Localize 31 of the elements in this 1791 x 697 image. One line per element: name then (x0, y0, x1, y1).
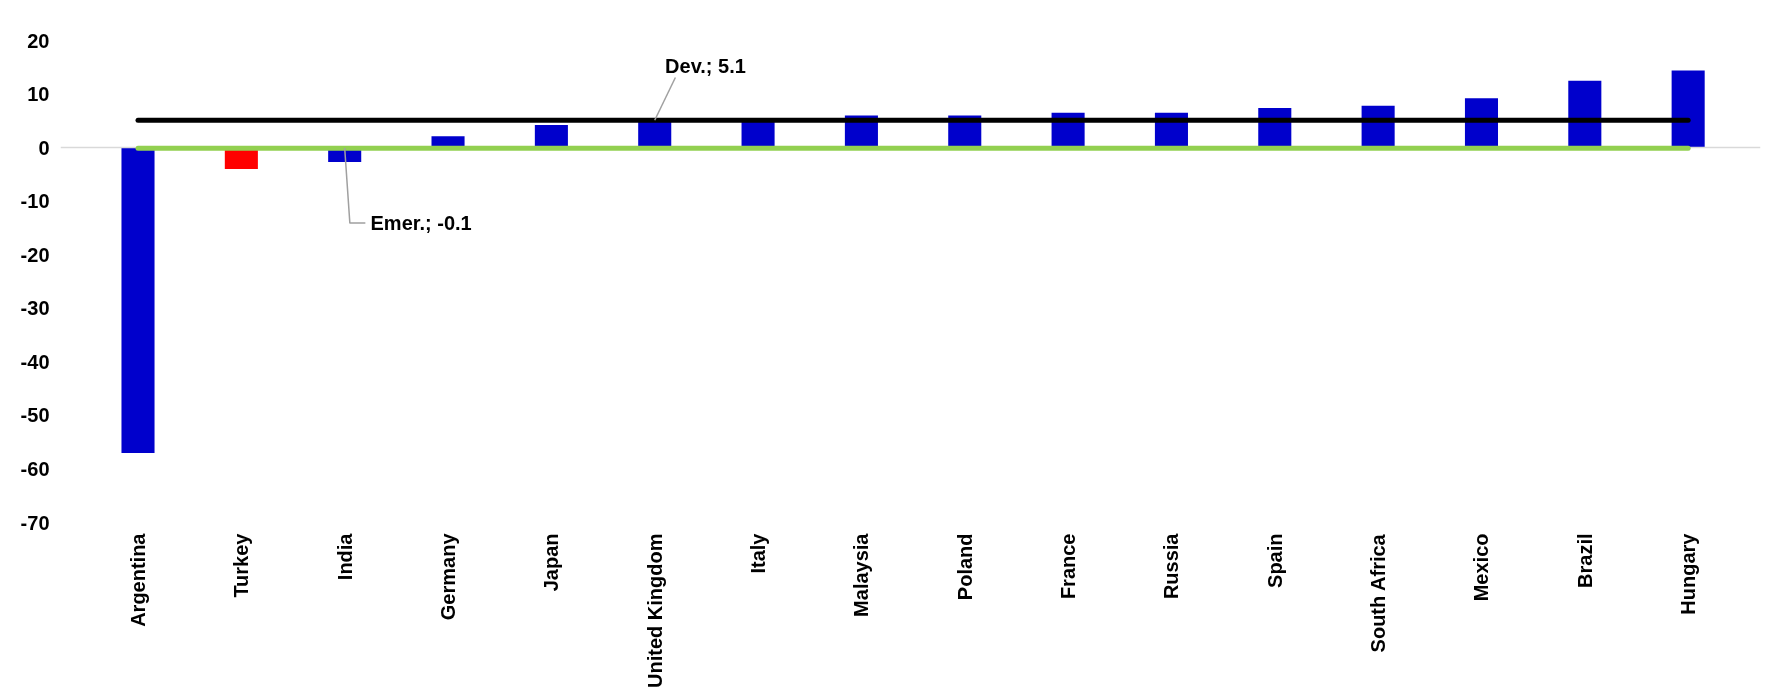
x-tick-label: United Kingdom (643, 533, 666, 688)
bar (121, 147, 155, 453)
x-tick-label: Spain (1263, 533, 1286, 588)
y-tick-label: 10 (27, 83, 50, 106)
bar (1671, 70, 1705, 148)
y-tick-label: -30 (20, 297, 50, 320)
x-tick-label: Japan (540, 533, 563, 592)
y-tick-label: 0 (38, 136, 50, 159)
x-tick-label: Hungary (1677, 532, 1700, 615)
x-tick-label: France (1057, 533, 1080, 600)
x-tick-label: Mexico (1470, 533, 1493, 602)
y-tick-label: -50 (20, 404, 50, 427)
x-tick-label: Argentina (127, 532, 150, 627)
y-tick-label: 20 (27, 29, 50, 52)
ref-line-label: Emer.; -0.1 (370, 212, 472, 235)
x-tick-label: Turkey (230, 532, 253, 598)
bar (534, 125, 568, 148)
x-tick-label: Germany (437, 532, 460, 621)
x-tick-label: India (333, 532, 356, 581)
y-tick-label: -40 (20, 350, 50, 373)
y-tick-label: -20 (20, 243, 50, 266)
y-tick-label: -70 (20, 511, 50, 534)
y-tick-label: -60 (20, 457, 50, 480)
x-tick-label: Poland (953, 533, 976, 601)
x-tick-label: South Africa (1367, 533, 1390, 653)
ref-line-label: Dev.; 5.1 (665, 55, 746, 78)
x-tick-label: Russia (1160, 532, 1183, 600)
x-tick-label: Malaysia (850, 532, 873, 617)
x-tick-label: Brazil (1573, 533, 1596, 588)
y-tick-label: -10 (20, 190, 50, 213)
x-tick-label: Italy (747, 532, 770, 574)
